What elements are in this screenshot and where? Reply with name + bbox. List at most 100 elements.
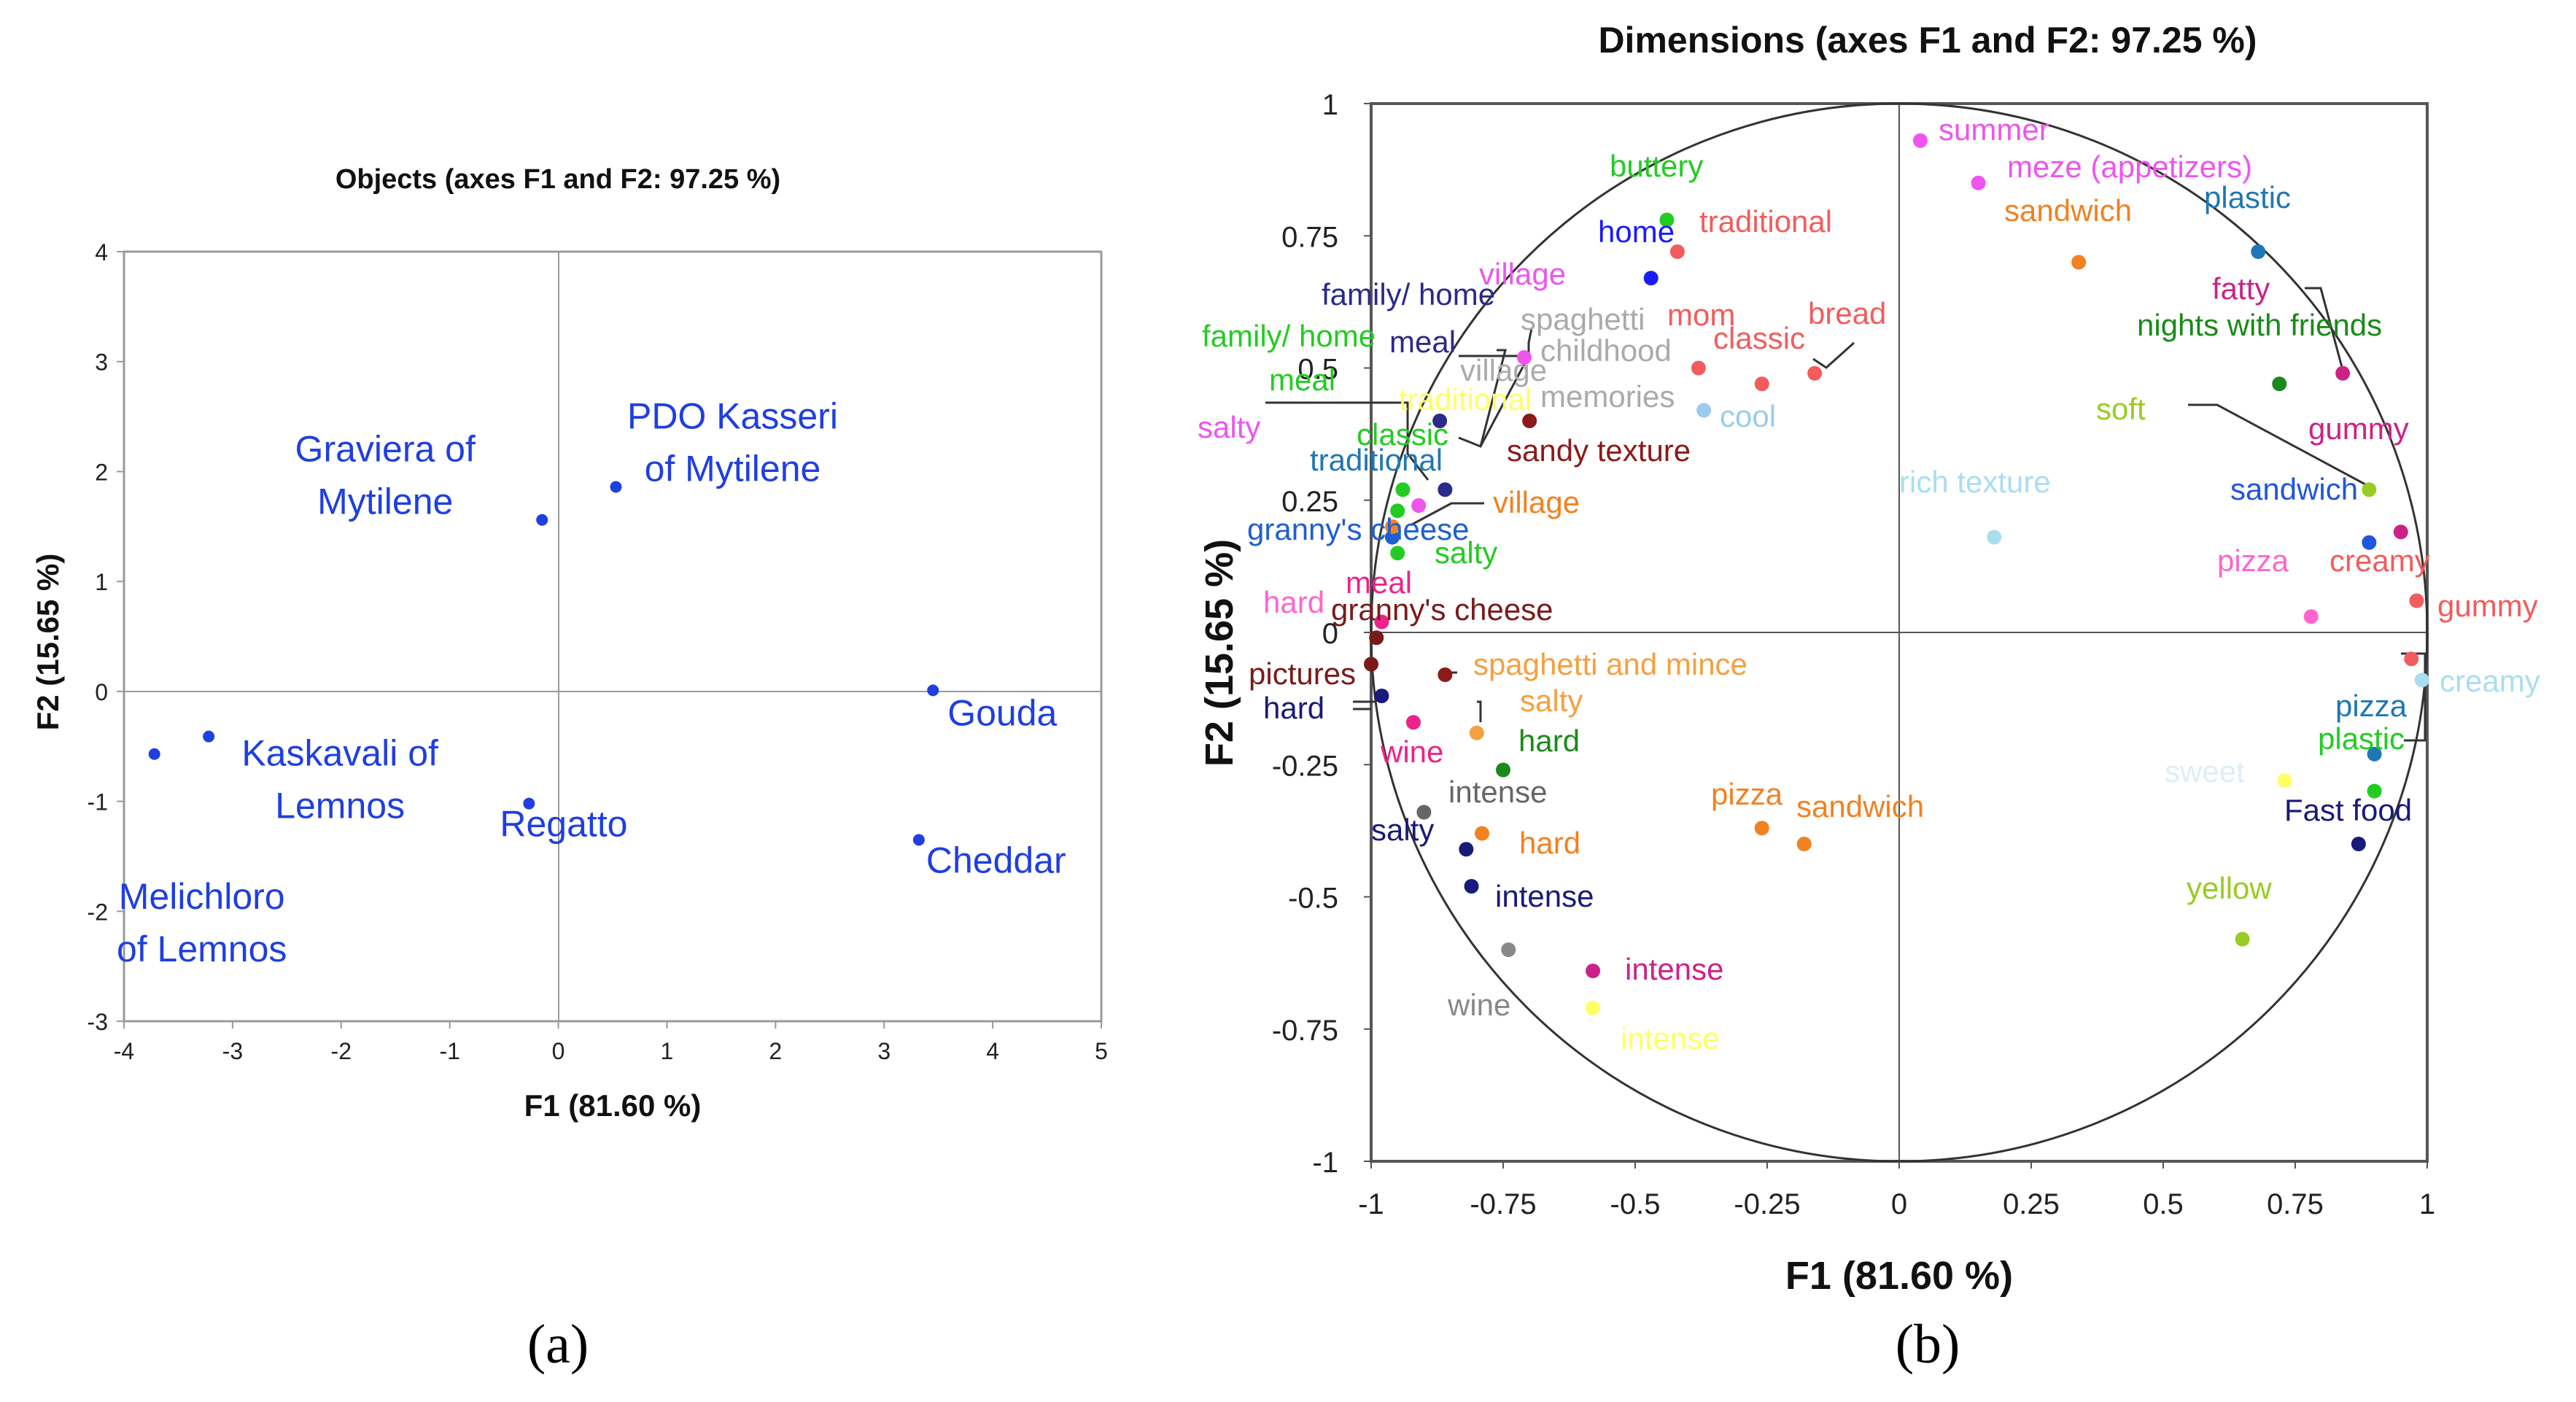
data-point: [1496, 762, 1510, 778]
data-point: [1374, 689, 1389, 703]
x-tick-label: -1: [1358, 1188, 1384, 1220]
data-point: [2351, 837, 2366, 851]
x-tick-label: 0.25: [2003, 1188, 2060, 1220]
data-point: [1475, 826, 1490, 841]
label-fast-food: Fast food: [2284, 793, 2412, 827]
data-point: [1405, 715, 1421, 730]
data-point: [523, 797, 535, 810]
label-meal: meal: [1346, 565, 1412, 600]
label-pizza: pizza: [1711, 777, 1783, 811]
panel-b-x-ticks: -1 -0.75 -0.5 -0.25 0 0.25 0.5 0.75 1: [1358, 1161, 2435, 1220]
point-label: PDO Kasseri of Mytilene: [627, 396, 838, 489]
point-label: Graviera of Mytilene: [295, 429, 476, 522]
label-traditional: traditional: [1699, 204, 1832, 239]
label-cool: cool: [1720, 399, 1776, 433]
y-tick-label: -2: [88, 899, 108, 925]
data-point: [1586, 964, 1601, 978]
x-tick-label: -0.75: [1470, 1188, 1536, 1220]
data-point: [1659, 212, 1675, 228]
x-tick-label: -3: [222, 1038, 243, 1064]
label-village: village: [1460, 353, 1547, 387]
data-point: [1754, 821, 1769, 836]
panel-a-x-ticks: -4 -3 -2 -1 0 1 2 3 4 5: [114, 1021, 1108, 1064]
label-traditional: traditional: [1399, 382, 1532, 417]
y-tick-label: 4: [95, 239, 108, 266]
data-point: [2277, 773, 2292, 788]
data-point: [1438, 667, 1453, 682]
x-tick-label: 5: [1095, 1038, 1108, 1064]
data-point: [1384, 530, 1400, 545]
data-point: [1416, 805, 1432, 820]
label-salty: salty: [1520, 683, 1583, 718]
label-family-home: family/ home: [1202, 319, 1376, 353]
leader-line: [2188, 403, 2367, 487]
data-point: [1971, 175, 1986, 190]
label-traditional: traditional: [1310, 443, 1443, 477]
y-tick-label: 0.5: [1297, 354, 1338, 386]
label-hard: hard: [1519, 826, 1580, 860]
label-family-home: family/ home: [1322, 277, 1495, 311]
panel-a-y-ticks: -3 -2 -1 0 1 2 3 4: [88, 239, 124, 1035]
y-tick-label: 0: [1322, 618, 1338, 650]
label-classic: classic: [1713, 321, 1805, 355]
panel-b-labels: summer meze (appetizers) sandwich plasti…: [1198, 112, 2540, 1056]
label-sandwich: sandwich: [1796, 789, 1924, 824]
data-point: [2071, 255, 2087, 270]
data-point: [2272, 376, 2287, 392]
label-sandwich: sandwich: [2004, 193, 2132, 228]
data-point: [1364, 657, 1378, 672]
point-label: Melichloro of Lemnos: [117, 876, 287, 969]
leader-line: [1410, 502, 1484, 527]
label-wine: wine: [1380, 735, 1443, 769]
label-mom: mom: [1667, 298, 1735, 332]
data-point: [1669, 244, 1685, 259]
data-point: [1384, 519, 1400, 534]
x-tick-label: 0.75: [2267, 1188, 2324, 1220]
label-spaghetti-and-mince: spaghetti and mince: [1473, 647, 1747, 681]
data-point: [1696, 403, 1712, 418]
y-tick-label: 3: [95, 349, 108, 376]
label-salty: salty: [1435, 535, 1497, 570]
y-tick-label: 0.25: [1281, 486, 1338, 518]
label-sweet: sweet: [2165, 754, 2245, 789]
leader-line: [1265, 401, 1429, 481]
panel-b-y-ticks: -1 -0.75 -0.5 -0.25 0 0.25 0.5 0.75 1: [1272, 89, 1371, 1179]
label-granny-cheese: granny's cheese: [1247, 512, 1470, 546]
x-tick-label: 1: [661, 1038, 674, 1064]
leader-line: [1459, 328, 1533, 357]
data-point: [2414, 673, 2429, 688]
leader-line: [1458, 355, 1530, 448]
data-point: [536, 514, 548, 526]
x-tick-label: 0.5: [2143, 1188, 2184, 1220]
data-point: [1411, 498, 1427, 513]
label-memories: memories: [1540, 379, 1675, 414]
data-point: [1643, 271, 1659, 286]
x-tick-label: -2: [331, 1038, 352, 1064]
label-meze: meze (appetizers): [2007, 150, 2252, 184]
data-point: [1390, 546, 1405, 561]
label-plastic: plastic: [2318, 721, 2405, 756]
point-label: Regatto: [500, 804, 627, 845]
point-label: Gouda: [947, 692, 1057, 733]
data-point: [2393, 524, 2408, 540]
x-tick-label: -0.25: [1734, 1188, 1800, 1220]
label-meal: meal: [1269, 363, 1335, 397]
data-point: [1754, 376, 1769, 392]
data-point: [2335, 365, 2351, 381]
data-point: [2409, 593, 2424, 608]
point-label: Cheddar: [926, 840, 1066, 880]
label-creamy: creamy: [2440, 664, 2540, 698]
label-rich-texture: rich texture: [1899, 465, 2051, 499]
label-sandwich: sandwich: [2230, 472, 2358, 506]
data-point: [1912, 133, 1928, 148]
x-tick-label: -0.5: [1610, 1188, 1661, 1220]
y-tick-label: 1: [1322, 89, 1338, 121]
y-tick-label: -3: [88, 1009, 108, 1035]
label-village: village: [1493, 485, 1580, 519]
data-point: [1796, 837, 1812, 851]
panel-a-label: (a): [527, 1314, 589, 1375]
label-nights-with-friends: nights with friends: [2137, 308, 2382, 342]
data-point: [203, 730, 215, 743]
y-tick-label: 0: [95, 679, 108, 705]
